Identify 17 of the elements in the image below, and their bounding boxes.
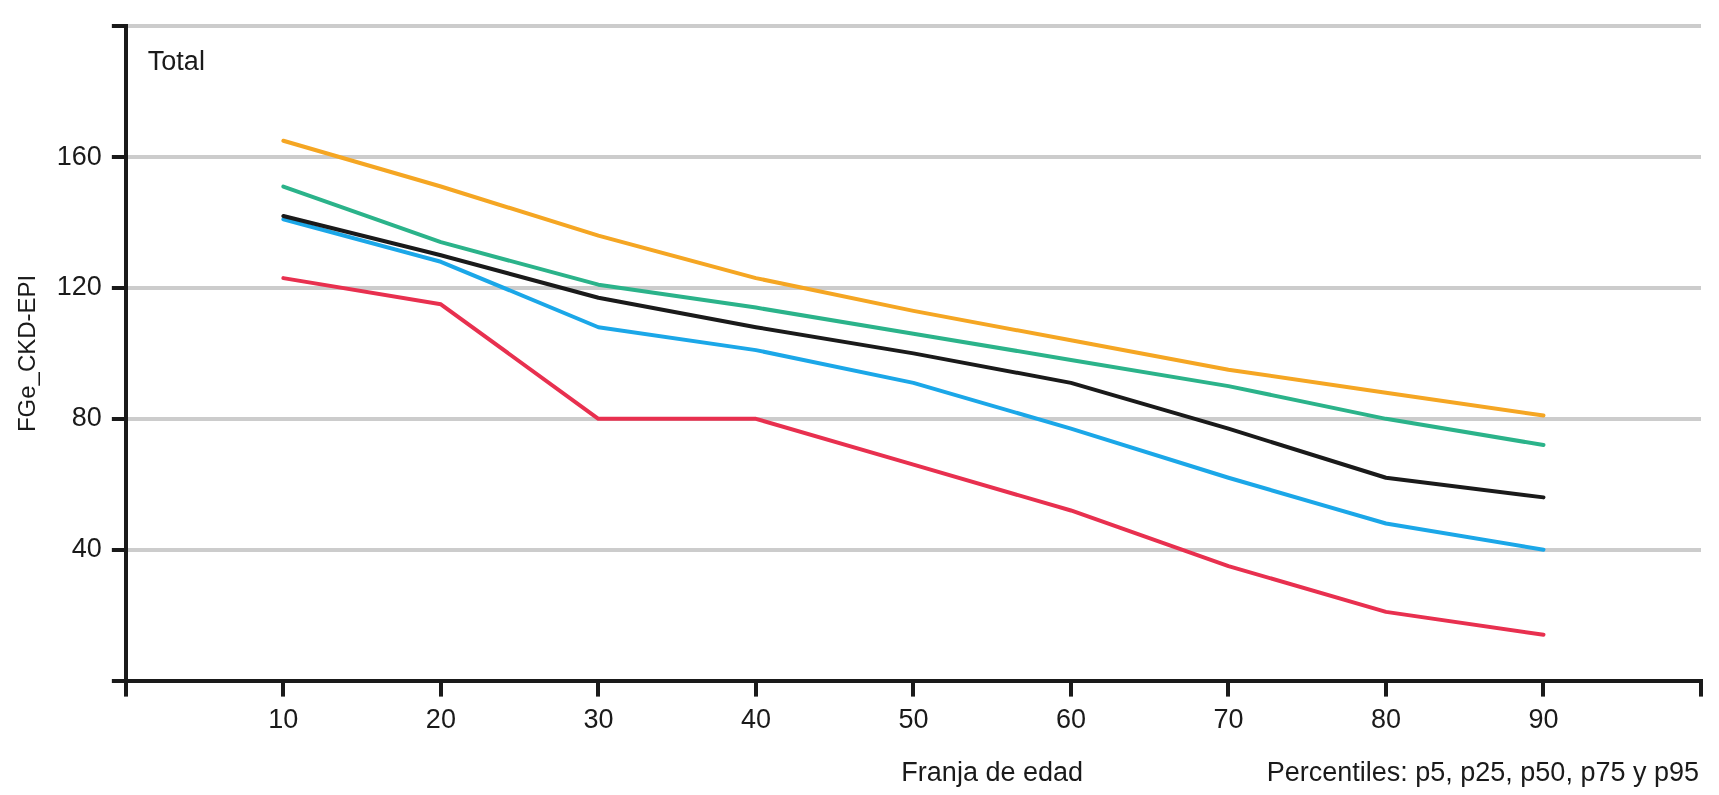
x-tick-label: 40 [740,704,771,735]
x-tick-label: 70 [1213,704,1244,735]
text: Percentiles: p5, p25, p50, p75 y p95 [1266,757,1699,787]
x-tick-label: 20 [425,704,456,735]
y-tick-label: 160 [56,140,102,171]
x-tick-label: 30 [583,704,614,735]
y-tick-label: 40 [71,533,102,564]
annotation: Total [147,46,205,77]
y-tick-label: 120 [56,271,102,302]
x-tick-label: 60 [1055,704,1086,735]
x-tick-label: 10 [268,704,299,735]
x-axis-title: Franja de edad [901,757,1083,787]
y-axis-title: FGe_CKD-EPI [13,274,41,433]
y-tick-label: 80 [71,402,102,433]
x-tick-label: 90 [1528,704,1559,735]
x-tick-label: 50 [898,704,929,735]
x-tick-label: 80 [1370,704,1401,735]
